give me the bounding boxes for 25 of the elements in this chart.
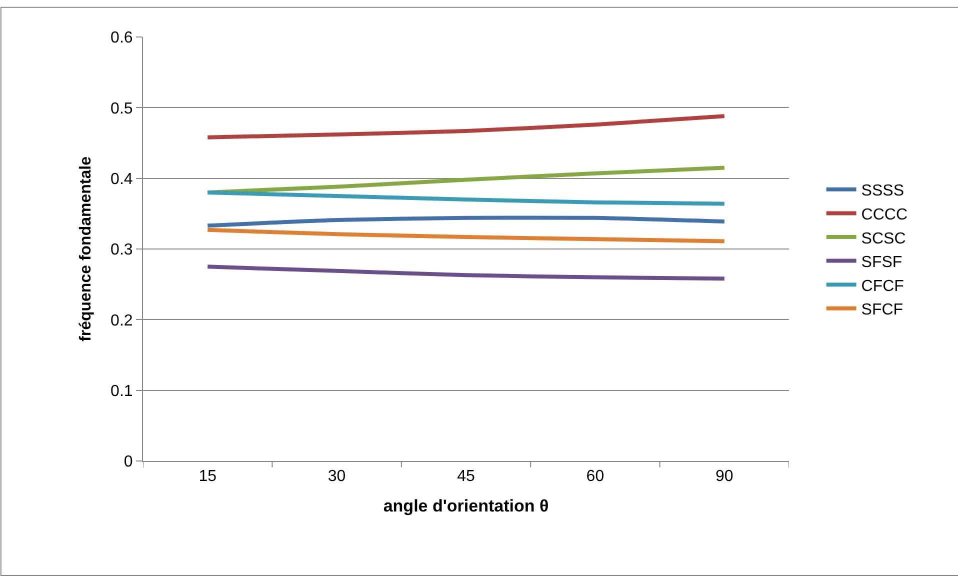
y-tick-label: 0.2 [110,312,133,330]
x-tick-label: 15 [198,468,217,486]
line-series [206,114,726,140]
legend-label: CCCC [861,206,908,224]
legend-label: SFSF [861,254,902,272]
line-series [206,264,726,281]
y-axis-title: fréquence fondamentale [77,156,94,342]
x-axis-title: angle d'orientation θ [383,496,549,516]
legend-label: SSSS [861,182,904,200]
x-tick-label: 30 [328,468,346,486]
legend-label: CFCF [861,278,904,295]
y-tick-label: 0.4 [110,170,133,188]
x-tick-label: 90 [716,468,734,486]
x-tick-label: 60 [586,468,604,486]
legend-label: SCSC [861,230,906,248]
y-tick-label: 0.6 [110,30,133,47]
y-tick-label: 0.5 [110,100,133,118]
y-tick-label: 0.3 [110,242,133,259]
x-tick-label: 45 [457,468,475,486]
y-tick-label: 0.1 [110,382,133,400]
line-series [206,190,726,206]
line-series [206,216,726,228]
legend-label: SFCF [861,302,904,319]
y-tick-label: 0 [124,454,133,471]
line-series [206,228,726,244]
